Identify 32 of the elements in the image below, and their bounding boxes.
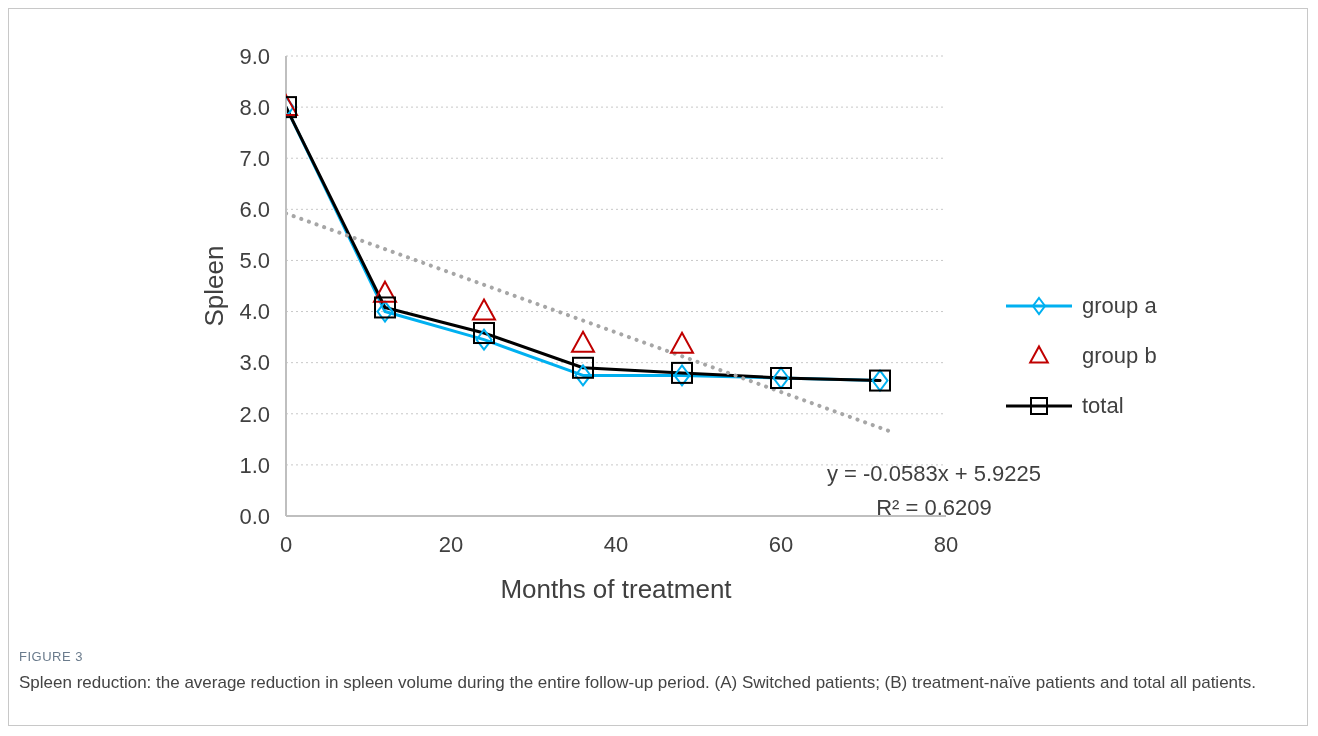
x-axis-title: Months of treatment — [500, 574, 733, 604]
point — [473, 322, 495, 345]
legend-label: total — [1082, 393, 1124, 419]
point — [571, 330, 595, 353]
annotation: R² = 0.6209 — [875, 494, 993, 522]
point — [373, 280, 397, 303]
x-tick-label: 20 — [438, 531, 464, 557]
annotation: y = -0.0583x + 5.9225 — [825, 460, 1043, 488]
y-tick-label: 1.0 — [239, 452, 270, 478]
x-tick-label: 0 — [279, 531, 293, 557]
point — [572, 356, 594, 379]
y-tick-label: 6.0 — [239, 197, 270, 223]
legend-label: group a — [1082, 293, 1157, 319]
y-tick-label: 7.0 — [239, 146, 270, 172]
point — [670, 331, 694, 354]
point — [475, 328, 493, 351]
y-axis-title: Spleen — [199, 245, 230, 327]
point — [472, 298, 496, 321]
y-tick-label: 8.0 — [239, 94, 270, 120]
x-tick-label: 60 — [768, 531, 794, 557]
text: Spleen reduction: the average reduction in spleen volume during the entire follow-up period. (A) Switched patients; (B) treatment-naïve patients and total all patients. — [19, 672, 1257, 694]
x-tick-label: 40 — [603, 531, 629, 557]
y-tick-label: 3.0 — [239, 350, 270, 376]
x-tick-label: 80 — [933, 531, 959, 557]
caption: FIGURE 3 — [19, 649, 83, 664]
y-tick-label: 9.0 — [239, 43, 270, 69]
legend-label: group b — [1082, 343, 1157, 369]
y-tick-label: 4.0 — [239, 299, 270, 325]
y-tick-label: 5.0 — [239, 248, 270, 274]
y-tick-label: 0.0 — [239, 503, 270, 529]
point — [574, 364, 592, 387]
y-tick-label: 2.0 — [239, 401, 270, 427]
